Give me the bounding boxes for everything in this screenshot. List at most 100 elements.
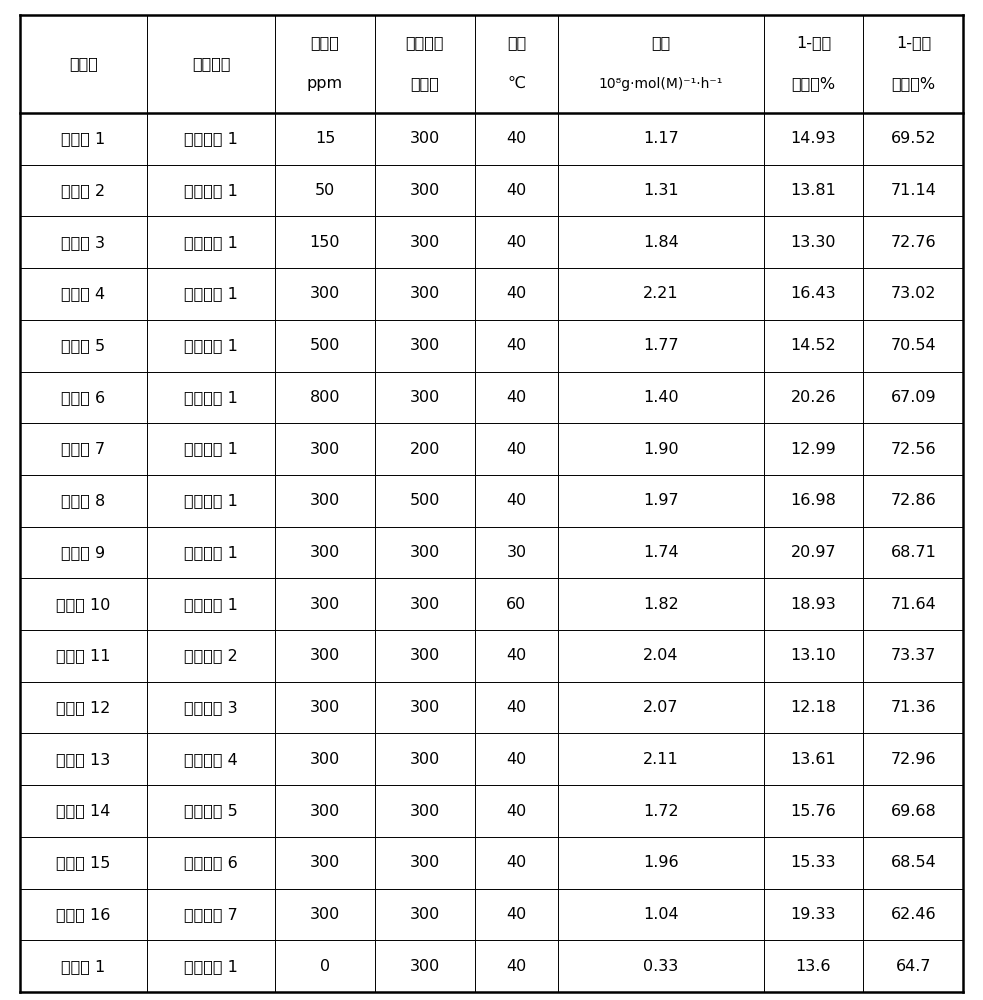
Text: 实施例 2: 实施例 2 <box>61 183 105 198</box>
Text: 300: 300 <box>410 804 440 819</box>
Text: 300: 300 <box>310 907 340 922</box>
Text: 1.84: 1.84 <box>643 235 678 250</box>
Text: 实施例 16: 实施例 16 <box>56 907 111 922</box>
Text: 主催化剂 1: 主催化剂 1 <box>184 131 238 146</box>
Text: 64.7: 64.7 <box>896 959 931 974</box>
Text: 主催化剂 5: 主催化剂 5 <box>184 804 238 819</box>
Text: 300: 300 <box>410 855 440 870</box>
Text: 70.54: 70.54 <box>891 338 936 353</box>
Text: 40: 40 <box>506 959 527 974</box>
Text: 15: 15 <box>315 131 335 146</box>
Text: 主催化剂 1: 主催化剂 1 <box>184 597 238 612</box>
Text: 选择性%: 选择性% <box>892 76 936 91</box>
Text: 主催化剂 1: 主催化剂 1 <box>184 286 238 301</box>
Text: 300: 300 <box>310 700 340 715</box>
Text: 主催化剂 1: 主催化剂 1 <box>184 493 238 508</box>
Text: 实施例 9: 实施例 9 <box>61 545 105 560</box>
Text: 2.04: 2.04 <box>643 648 678 663</box>
Text: 71.14: 71.14 <box>891 183 937 198</box>
Text: 200: 200 <box>410 442 440 457</box>
Text: 实施例 5: 实施例 5 <box>61 338 105 353</box>
Text: 72.86: 72.86 <box>891 493 936 508</box>
Text: 选择性%: 选择性% <box>791 76 836 91</box>
Text: 实施例 6: 实施例 6 <box>61 390 105 405</box>
Text: 40: 40 <box>506 338 527 353</box>
Text: 68.71: 68.71 <box>891 545 937 560</box>
Text: 实施例 7: 实施例 7 <box>61 442 105 457</box>
Text: 实施例 11: 实施例 11 <box>56 648 111 663</box>
Text: 18.93: 18.93 <box>790 597 837 612</box>
Text: 12.18: 12.18 <box>790 700 837 715</box>
Text: 13.30: 13.30 <box>790 235 837 250</box>
Text: 300: 300 <box>410 390 440 405</box>
Text: 72.56: 72.56 <box>891 442 936 457</box>
Text: 40: 40 <box>506 183 527 198</box>
Text: 实施例 13: 实施例 13 <box>56 752 111 767</box>
Text: 实施例 10: 实施例 10 <box>56 597 111 612</box>
Text: 300: 300 <box>410 338 440 353</box>
Text: 300: 300 <box>410 183 440 198</box>
Text: 主催化剂 1: 主催化剂 1 <box>184 183 238 198</box>
Text: 水含量: 水含量 <box>311 35 339 50</box>
Text: 500: 500 <box>310 338 340 353</box>
Text: 40: 40 <box>506 907 527 922</box>
Text: 40: 40 <box>506 752 527 767</box>
Text: 16.98: 16.98 <box>790 493 837 508</box>
Text: 300: 300 <box>410 648 440 663</box>
Text: 300: 300 <box>310 804 340 819</box>
Text: 40: 40 <box>506 855 527 870</box>
Text: 40: 40 <box>506 700 527 715</box>
Text: 实施例 12: 实施例 12 <box>56 700 111 715</box>
Text: 300: 300 <box>410 286 440 301</box>
Text: 300: 300 <box>310 286 340 301</box>
Text: 30: 30 <box>506 545 527 560</box>
Text: 40: 40 <box>506 286 527 301</box>
Text: 40: 40 <box>506 493 527 508</box>
Text: 主催化剂 4: 主催化剂 4 <box>184 752 238 767</box>
Text: 2.21: 2.21 <box>643 286 678 301</box>
Text: 20.26: 20.26 <box>790 390 837 405</box>
Text: 15.76: 15.76 <box>790 804 837 819</box>
Text: 300: 300 <box>410 959 440 974</box>
Text: 1.31: 1.31 <box>643 183 678 198</box>
Text: 13.10: 13.10 <box>790 648 837 663</box>
Text: 实施例 15: 实施例 15 <box>56 855 111 870</box>
Text: 71.64: 71.64 <box>891 597 936 612</box>
Text: 40: 40 <box>506 131 527 146</box>
Text: 主催化剂 1: 主催化剂 1 <box>184 338 238 353</box>
Text: 1.97: 1.97 <box>643 493 678 508</box>
Text: 68.54: 68.54 <box>891 855 936 870</box>
Text: 500: 500 <box>410 493 440 508</box>
Text: 1-辛烯: 1-辛烯 <box>896 35 931 50</box>
Text: 主催化剂 1: 主催化剂 1 <box>184 545 238 560</box>
Text: 温度: 温度 <box>507 35 526 50</box>
Text: 800: 800 <box>310 390 340 405</box>
Text: 0: 0 <box>319 959 330 974</box>
Text: 300: 300 <box>310 545 340 560</box>
Text: 对比例 1: 对比例 1 <box>61 959 105 974</box>
Text: 300: 300 <box>310 855 340 870</box>
Text: 300: 300 <box>410 131 440 146</box>
Text: 69.52: 69.52 <box>891 131 936 146</box>
Text: 40: 40 <box>506 648 527 663</box>
Text: 1-己烯: 1-己烯 <box>796 35 831 50</box>
Text: 300: 300 <box>310 752 340 767</box>
Text: 71.36: 71.36 <box>891 700 936 715</box>
Text: 40: 40 <box>506 804 527 819</box>
Text: ppm: ppm <box>307 76 343 91</box>
Text: 15.33: 15.33 <box>790 855 837 870</box>
Text: 13.81: 13.81 <box>790 183 837 198</box>
Text: 1.77: 1.77 <box>643 338 678 353</box>
Text: 主催化剂 1: 主催化剂 1 <box>184 959 238 974</box>
Text: 1.96: 1.96 <box>643 855 678 870</box>
Text: 主催化剂 1: 主催化剂 1 <box>184 442 238 457</box>
Text: 实施例: 实施例 <box>69 56 98 72</box>
Text: 73.37: 73.37 <box>891 648 936 663</box>
Text: 主催化剂 6: 主催化剂 6 <box>184 855 238 870</box>
Text: 19.33: 19.33 <box>790 907 837 922</box>
Text: 300: 300 <box>410 700 440 715</box>
Text: 2.11: 2.11 <box>643 752 678 767</box>
Text: 1.82: 1.82 <box>643 597 678 612</box>
Text: 1.72: 1.72 <box>643 804 678 819</box>
Text: 300: 300 <box>310 648 340 663</box>
